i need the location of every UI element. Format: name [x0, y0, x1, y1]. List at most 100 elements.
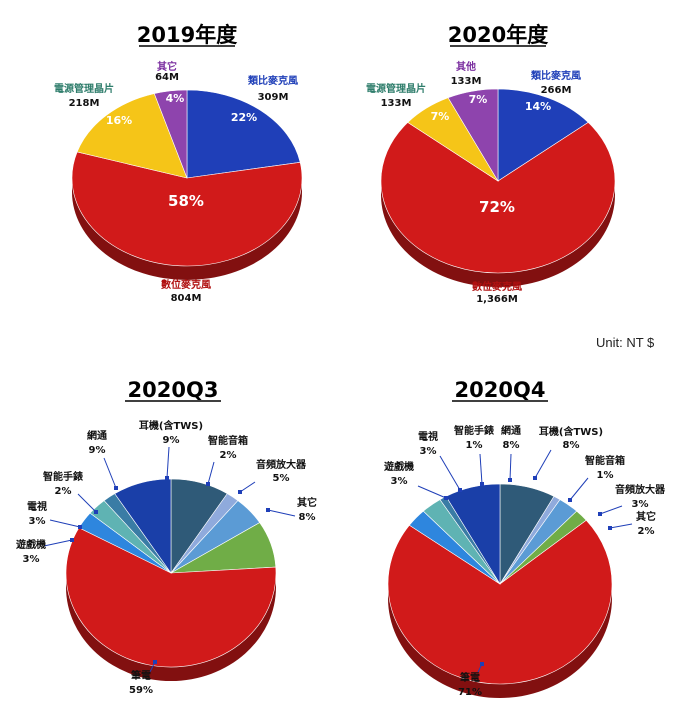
leader-line: [77, 493, 97, 513]
slice-name-label: 類比麥克風: [530, 69, 581, 82]
chart-title: 2020Q4: [455, 378, 546, 402]
leader-line: [267, 509, 296, 517]
pie-slice-2: [76, 93, 188, 179]
pie-slice-1: [71, 151, 303, 267]
slice-value-label: 59%: [129, 685, 153, 696]
slice-percent-label: 7%: [431, 110, 450, 123]
slice-value-label: 9%: [163, 435, 180, 446]
slice-name-label: 其它: [297, 496, 317, 509]
slice-name-label: 智能手錶: [43, 470, 83, 483]
leader-line: [417, 485, 447, 499]
leader-line: [166, 446, 170, 479]
slice-value-label: 1%: [466, 440, 483, 451]
slice-name-label: 筆電: [131, 669, 151, 682]
slice-value-label: 64M: [155, 72, 179, 83]
slice-value-label: 133M: [381, 98, 412, 109]
leader-marker: [480, 482, 484, 486]
leader-line: [599, 505, 623, 515]
leader-marker: [533, 476, 537, 480]
slice-name-label: 其它: [636, 510, 656, 523]
slice-name-label: 電視: [418, 430, 438, 443]
chart-title: 2020年度: [448, 23, 548, 47]
slice-value-label: 2%: [220, 450, 237, 461]
slice-value-label: 3%: [420, 446, 437, 457]
slice-name-label: 其他: [456, 60, 476, 73]
slice-value-label: 8%: [299, 512, 316, 523]
slice-percent-label: 72%: [479, 198, 515, 216]
leader-marker: [598, 512, 602, 516]
leader-marker: [165, 476, 169, 480]
leader-line: [479, 453, 483, 485]
slice-value-label: 309M: [258, 92, 289, 103]
slice-percent-label: 22%: [231, 111, 257, 124]
pie-slice-0: [497, 88, 589, 182]
slice-percent-label: 58%: [168, 192, 204, 210]
leader-marker: [153, 660, 157, 664]
slice-percent-label: 4%: [166, 92, 185, 105]
leader-line: [609, 523, 633, 529]
slice-percent-label: 7%: [469, 93, 488, 106]
slice-value-label: 3%: [391, 476, 408, 487]
leader-marker: [238, 490, 242, 494]
leader-marker: [114, 486, 118, 490]
slice-name-label: 電視: [27, 500, 47, 513]
leader-marker: [480, 662, 484, 666]
slice-value-label: 218M: [69, 98, 100, 109]
slice-name-label: 音頻放大器: [615, 483, 666, 496]
slice-name-label: 數位麥克風: [472, 280, 522, 293]
leader-line: [439, 455, 461, 491]
leader-marker: [608, 526, 612, 530]
slice-value-label: 3%: [632, 499, 649, 510]
leader-marker: [266, 508, 270, 512]
pie-slice-3: [153, 89, 188, 179]
pie-slice-3: [447, 88, 499, 183]
leader-marker: [94, 510, 98, 514]
slice-value-label: 804M: [171, 293, 202, 304]
leader-marker: [568, 498, 572, 502]
chart-title: 2019年度: [137, 23, 237, 47]
slice-name-label: 網通: [87, 429, 107, 442]
slice-percent-label: 14%: [525, 100, 551, 113]
slice-name-label: 電源管理晶片: [54, 82, 114, 95]
slice-name-label: 數位麥克風: [161, 278, 211, 291]
slice-value-label: 5%: [273, 473, 290, 484]
slice-name-label: 電源管理晶片: [366, 82, 426, 95]
slice-name-label: 耳機(含TWS): [139, 419, 203, 432]
slice-name-label: 音頻放大器: [256, 458, 307, 471]
leader-marker: [70, 538, 74, 542]
pie-slice-1: [380, 122, 616, 274]
slice-name-label: 筆電: [460, 671, 480, 684]
slice-value-label: 266M: [541, 85, 572, 96]
leader-line: [509, 453, 512, 481]
leader-marker: [458, 488, 462, 492]
pie-slice-0: [186, 89, 301, 179]
leader-marker: [206, 482, 210, 486]
leader-line: [534, 449, 552, 479]
leader-line: [49, 519, 81, 528]
slice-name-label: 遊戲機: [384, 460, 414, 473]
chart-title: 2020Q3: [128, 378, 219, 402]
leader-line: [103, 457, 117, 489]
slice-value-label: 8%: [503, 440, 520, 451]
leader-line: [569, 477, 589, 501]
slice-value-label: 133M: [451, 76, 482, 87]
leader-marker: [78, 525, 82, 529]
slice-name-label: 其它: [157, 60, 177, 73]
slice-name-label: 遊戲機: [16, 538, 46, 551]
pie-slice-8: [114, 478, 172, 574]
slice-value-label: 71%: [458, 687, 482, 698]
leader-line: [207, 461, 215, 485]
pie-chart-3: 2020Q4耳機(含TWS)8%智能音箱1%音頻放大器3%其它2%筆電71%遊戲…: [384, 378, 666, 698]
slice-name-label: 智能手錶: [454, 424, 494, 437]
slice-value-label: 2%: [55, 486, 72, 497]
pie-slice-4: [65, 527, 277, 668]
slice-name-label: 智能音箱: [208, 434, 248, 447]
slice-value-label: 1,366M: [476, 294, 518, 305]
slice-value-label: 1%: [597, 470, 614, 481]
slice-value-label: 9%: [89, 445, 106, 456]
pie-chart-2: 2020Q3 耳機(含TWS) 9% 智能音箱 2% 音頻放大器 5% 其它 8% 筆電 59% 遊戲…: [16, 378, 317, 696]
leader-line: [239, 481, 256, 493]
